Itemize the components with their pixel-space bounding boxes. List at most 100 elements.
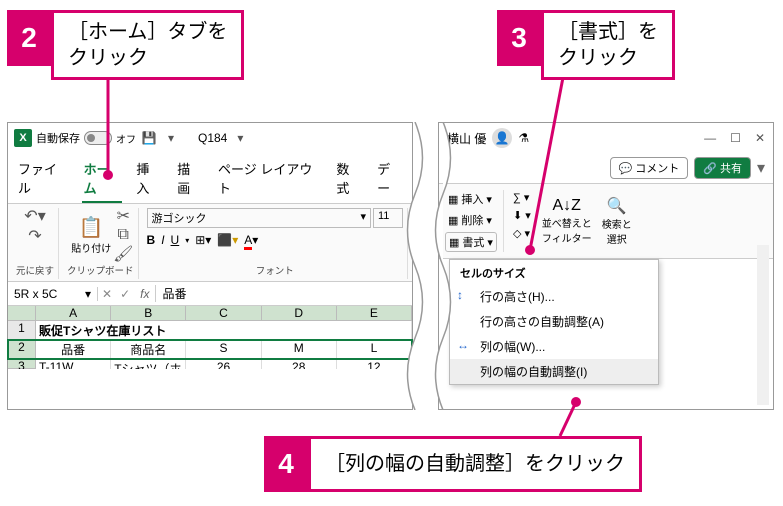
callout-4-text: ［列の幅の自動調整］をクリック	[325, 453, 625, 475]
spreadsheet-grid: A B C D E 1 販促Tシャツ在庫リスト 2 品番 商品名 S M L 3…	[8, 306, 412, 369]
minimize-button[interactable]: ―	[704, 131, 716, 145]
cell-D2[interactable]: M	[262, 340, 337, 359]
cell-B3[interactable]: Tシャツ（ホ	[111, 359, 186, 369]
tab-formula[interactable]: 数式	[334, 157, 363, 203]
bold-button[interactable]: B	[147, 233, 156, 247]
insert-cells-button[interactable]: ▦挿入 ▾	[445, 190, 497, 208]
cell-E2[interactable]: L	[337, 340, 412, 359]
callout-2-line1: ［ホーム］タブを	[68, 21, 227, 43]
title-bar: X 自動保存 オフ 💾 ▾ Q184 ▾	[8, 123, 412, 153]
comment-button[interactable]: 💬 コメント	[610, 157, 689, 179]
clear-button[interactable]: ◇ ▾	[510, 226, 534, 241]
format-icon: ▦	[449, 236, 459, 249]
row-header-1[interactable]: 1	[8, 321, 36, 340]
font-size-select[interactable]: 11	[373, 208, 403, 228]
font-color-button[interactable]: A▾	[244, 233, 258, 247]
search-icon: 🔍	[607, 196, 627, 216]
user-avatar-icon[interactable]: 👤	[492, 128, 512, 148]
name-box[interactable]: 5R x 5C▾	[8, 287, 98, 301]
delete-cells-button[interactable]: ▦削除 ▾	[445, 211, 497, 229]
border-button[interactable]: ⊞▾	[195, 233, 211, 247]
tab-insert[interactable]: 挿入	[134, 157, 163, 203]
col-autofit-item[interactable]: 列の幅の自動調整(I)	[450, 359, 658, 384]
close-button[interactable]: ✕	[755, 131, 765, 145]
step-badge-3: 3	[497, 10, 541, 66]
editing-icons: ∑ ▾ ⬇ ▾ ◇ ▾	[503, 190, 534, 252]
maximize-button[interactable]: ☐	[730, 131, 741, 145]
ribbon-tabs: ファイル ホーム 挿入 描画 ページ レイアウト 数式 デー	[8, 153, 412, 204]
tab-home[interactable]: ホーム	[82, 157, 123, 203]
excel-window-right: 横山 優 👤 ⚗ ― ☐ ✕ 💬 コメント 🔗 共有 ▾ ▦挿入 ▾ ▦削除 ▾…	[438, 122, 774, 410]
enter-icon[interactable]: ✓	[116, 287, 134, 301]
callout-2: ［ホーム］タブを クリック	[51, 10, 244, 80]
cell-C3[interactable]: 26	[186, 359, 261, 369]
col-header-D[interactable]: D	[262, 306, 337, 321]
formula-bar-row: 5R x 5C▾ ✕ ✓ fx 品番	[8, 282, 412, 306]
format-painter-icon[interactable]: 🖌	[115, 246, 131, 262]
callout-3: ［書式］を クリック	[541, 10, 675, 80]
user-name: 横山 優	[447, 130, 486, 147]
ribbon-options-icon[interactable]: ▾	[757, 158, 765, 178]
learning-icon[interactable]: ⚗	[518, 131, 529, 145]
underline-button[interactable]: U	[171, 233, 180, 247]
cell-A2[interactable]: 品番	[36, 340, 111, 359]
cancel-icon[interactable]: ✕	[98, 287, 116, 301]
step-badge-2: 2	[7, 10, 51, 66]
cell-B2[interactable]: 商品名	[111, 340, 186, 359]
find-select-button[interactable]: 🔍 検索と 選択	[600, 194, 634, 248]
tab-data[interactable]: デー	[375, 157, 404, 203]
italic-button[interactable]: I	[161, 233, 164, 247]
format-dropdown: セルのサイズ ↕行の高さ(H)... 行の高さの自動調整(A) ↔列の幅(W).…	[449, 259, 659, 385]
excel-window-left: X 自動保存 オフ 💾 ▾ Q184 ▾ ファイル ホーム 挿入 描画 ページ …	[7, 122, 413, 410]
undo-icon[interactable]: ↶▾	[27, 208, 43, 224]
undo-group-label: 元に戻す	[16, 263, 54, 277]
sort-filter-button[interactable]: A↓Z 並べ替えと フィルター	[540, 195, 594, 247]
select-all-corner[interactable]	[8, 306, 36, 321]
cell-D3[interactable]: 28	[262, 359, 337, 369]
fill-color-button[interactable]: ⬛▾	[217, 233, 238, 247]
ribbon-group-font: 游ゴシック▾ 11 B I U ▾ ⊞▾ ⬛▾ A▾ フォント	[143, 208, 408, 279]
ribbon-group-clipboard: 📋 貼り付け ✂ ⧉ 🖌 クリップボード	[63, 208, 139, 279]
qat-dropdown-icon[interactable]: ▾	[162, 129, 180, 147]
font-group-label: フォント	[256, 263, 294, 277]
cell-A3[interactable]: T-11W	[36, 359, 111, 369]
cell-E3[interactable]: 12	[337, 359, 412, 369]
col-width-icon: ↔	[457, 338, 469, 352]
doc-dropdown-icon[interactable]: ▾	[231, 129, 249, 147]
col-header-A[interactable]: A	[36, 306, 111, 321]
col-header-B[interactable]: B	[111, 306, 186, 321]
ribbon: ↶▾ ↷ 元に戻す 📋 貼り付け ✂ ⧉ 🖌 クリップボード	[8, 204, 412, 282]
save-icon[interactable]: 💾	[140, 129, 158, 147]
row-height-item[interactable]: ↕行の高さ(H)...	[450, 284, 658, 309]
autosum-button[interactable]: ∑ ▾	[510, 190, 534, 205]
step-badge-4: 4	[264, 436, 308, 492]
format-button[interactable]: ▦書式 ▾	[445, 232, 497, 252]
col-width-item[interactable]: ↔列の幅(W)...	[450, 334, 658, 359]
row-header-3[interactable]: 3	[8, 359, 36, 369]
row-autofit-item[interactable]: 行の高さの自動調整(A)	[450, 309, 658, 334]
tab-layout[interactable]: ページ レイアウト	[216, 157, 322, 203]
tab-file[interactable]: ファイル	[16, 157, 70, 203]
cells-group: ▦挿入 ▾ ▦削除 ▾ ▦書式 ▾	[445, 190, 497, 252]
cut-icon[interactable]: ✂	[115, 208, 131, 224]
cell-A1[interactable]: 販促Tシャツ在庫リスト	[36, 321, 412, 340]
copy-icon[interactable]: ⧉	[115, 227, 131, 243]
share-button[interactable]: 🔗 共有	[694, 157, 751, 179]
callout-3-line2: クリック	[558, 47, 638, 69]
col-header-C[interactable]: C	[186, 306, 261, 321]
font-name-select[interactable]: 游ゴシック▾	[147, 208, 371, 228]
cell-C2[interactable]: S	[186, 340, 261, 359]
fx-icon[interactable]: fx	[134, 287, 155, 301]
row-header-2[interactable]: 2	[8, 340, 36, 359]
fill-button[interactable]: ⬇ ▾	[510, 208, 534, 223]
find-group: 🔍 検索と 選択	[600, 190, 634, 252]
formula-bar[interactable]: 品番	[155, 285, 412, 302]
autosave-toggle[interactable]	[84, 131, 112, 145]
paste-button[interactable]: 📋 貼り付け	[69, 213, 113, 257]
col-header-E[interactable]: E	[337, 306, 412, 321]
scrollbar-vertical[interactable]	[757, 245, 769, 405]
redo-icon[interactable]: ↷	[27, 228, 43, 244]
delete-icon: ▦	[448, 214, 458, 227]
tab-draw[interactable]: 描画	[175, 157, 204, 203]
chevron-down-icon: ▾	[360, 210, 366, 226]
